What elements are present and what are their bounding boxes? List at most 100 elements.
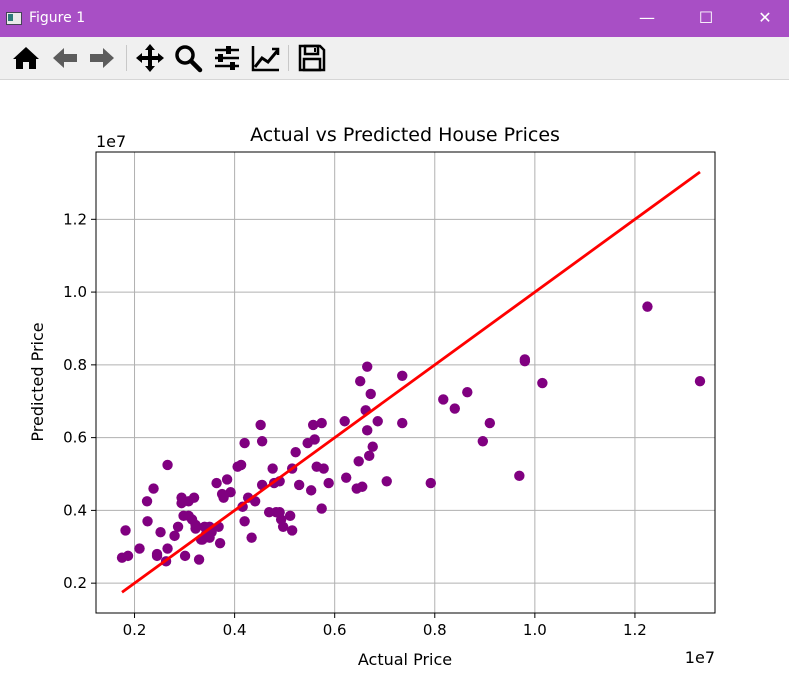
x-tick-label: 0.6 — [323, 621, 347, 639]
scatter-point — [193, 554, 205, 565]
scatter-point — [305, 485, 317, 496]
scatter-point — [364, 450, 375, 462]
scatter-point — [142, 516, 153, 527]
scatter-point — [381, 476, 392, 487]
save-button[interactable] — [296, 42, 328, 74]
scatter-point — [323, 477, 334, 489]
scatter-point — [120, 525, 131, 536]
edit-axis-icon — [251, 46, 280, 72]
scatter-point — [172, 521, 184, 532]
back-button[interactable] — [49, 42, 81, 74]
axes-frame — [95, 151, 716, 614]
scatter-point — [318, 463, 329, 474]
scatter-point — [425, 477, 436, 489]
scatter-point — [537, 377, 548, 389]
maximize-button[interactable]: ☐ — [698, 8, 714, 27]
scatter-point — [214, 537, 226, 549]
scatter-point — [235, 459, 247, 471]
x-tick-label: 0.8 — [423, 621, 447, 639]
scatter-point — [519, 354, 531, 365]
scatter-point — [309, 434, 320, 445]
pan-icon — [136, 44, 164, 72]
figure-background — [0, 80, 789, 678]
scatter-point — [372, 416, 383, 427]
minimize-button[interactable]: — — [639, 8, 655, 27]
y-axis-label: Predicted Price — [28, 322, 47, 441]
navigation-toolbar — [0, 37, 789, 80]
toolbar-separator — [126, 45, 127, 71]
scatter-point — [290, 446, 301, 458]
scatter-point — [151, 548, 163, 560]
scatter-point — [694, 376, 706, 387]
scatter-point — [255, 419, 266, 431]
scatter-point — [284, 510, 296, 522]
scatter-point — [397, 370, 408, 381]
y-tick-label: 0.8 — [63, 356, 87, 374]
scatter-point — [365, 388, 376, 400]
scatter-point — [286, 525, 298, 536]
scatter-point — [357, 481, 368, 492]
scatter-point — [293, 479, 305, 491]
configure-subplots-icon — [215, 46, 239, 70]
scatter-point — [122, 550, 134, 562]
scatter-point — [477, 436, 489, 447]
forward-icon — [90, 48, 114, 68]
scatter-point — [316, 503, 327, 514]
zoom-icon — [175, 45, 203, 73]
back-icon — [53, 48, 77, 68]
configure-subplots-button[interactable] — [211, 42, 243, 74]
scatter-point — [484, 417, 496, 429]
scatter-point — [211, 477, 222, 489]
title-bar: Figure 1 — ☐ ✕ — [0, 0, 789, 37]
scatter-point — [277, 521, 289, 532]
scatter-point — [188, 492, 200, 503]
scatter-point — [267, 463, 278, 474]
x-tick-label: 0.2 — [123, 621, 147, 639]
scatter-point — [341, 472, 352, 483]
scatter-point — [514, 470, 525, 482]
scatter-point — [239, 516, 250, 527]
scatter-point — [316, 417, 327, 429]
scatter-point — [397, 417, 408, 429]
save-icon — [298, 44, 326, 72]
x-tick-label: 1.2 — [623, 621, 647, 639]
y-offset-label: 1e7 — [96, 132, 126, 151]
figure-app-icon — [6, 12, 22, 25]
scatter-point — [449, 403, 460, 414]
zoom-button[interactable] — [172, 42, 204, 74]
edit-axis-button[interactable] — [250, 42, 282, 74]
y-tick-label: 0.4 — [63, 501, 87, 519]
y-tick-label: 1.2 — [63, 210, 87, 228]
scatter-point — [148, 483, 159, 494]
y-tick-label: 0.2 — [63, 574, 87, 592]
scatter-point — [155, 527, 166, 538]
pan-button[interactable] — [134, 42, 166, 74]
figure-canvas[interactable]: 0.2 0.4 0.6 0.8 1.0 1.2 0.2 0.4 0.6 0.8 1.0 1.2 Ac… — [0, 80, 789, 678]
x-tick-label: 1.0 — [523, 621, 547, 639]
scatter-point — [256, 436, 268, 447]
x-offset-label: 1e7 — [685, 648, 715, 667]
ideal-fit-line — [121, 170, 701, 594]
scatter-point — [239, 437, 250, 449]
close-button[interactable]: ✕ — [758, 8, 772, 27]
scatter-point — [179, 550, 191, 562]
scatter-point — [225, 487, 236, 498]
scatter-point — [141, 496, 153, 507]
window-title: Figure 1 — [29, 10, 86, 26]
chart-title: Actual vs Predicted House Prices — [250, 124, 560, 146]
x-axis-label: Actual Price — [358, 650, 452, 669]
y-tick-label: 0.6 — [63, 429, 87, 447]
scatter-point — [462, 386, 473, 398]
x-tick-label: 0.4 — [223, 621, 247, 639]
scatter-point — [218, 492, 229, 503]
scatter-point — [162, 543, 173, 554]
scatter-point — [339, 416, 350, 427]
scatter-point — [190, 523, 201, 534]
scatter-point — [162, 459, 173, 471]
forward-button[interactable] — [86, 42, 118, 74]
scatter-point — [307, 419, 319, 431]
plot-svg: 0.2 0.4 0.6 0.8 1.0 1.2 0.2 0.4 0.6 0.8 1.0 1.2 Ac… — [0, 80, 789, 678]
scatter-point — [246, 532, 257, 543]
scatter-point — [362, 361, 373, 372]
home-button[interactable] — [10, 42, 42, 74]
